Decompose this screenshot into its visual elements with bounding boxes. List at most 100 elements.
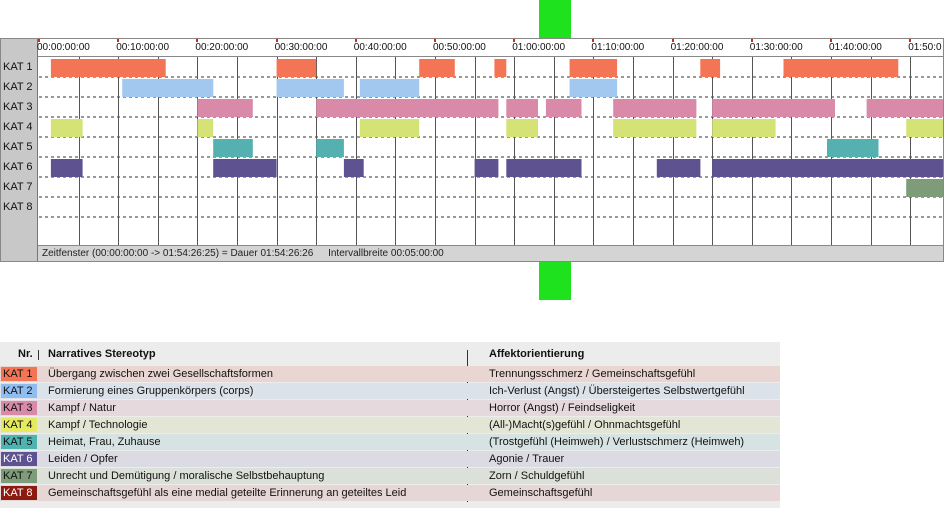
legend-stereotyp: Heimat, Frau, Zuhause [48,436,161,448]
segment-kat-1[interactable] [783,59,899,77]
legend-row: KAT 8 Gemeinschaftsgefühl als eine medial… [0,485,780,501]
ruler-tick-mark [354,39,357,42]
legend-kat-swatch: KAT 2 [1,384,37,398]
ruler-tick-mark [830,39,832,42]
legend-affekt: Horror (Angst) / Feindseligkeit [489,402,636,414]
ruler-tick-label: 01:30:00:00 [749,42,803,53]
legend-nr-divider [38,350,39,360]
segment-kat-2[interactable] [276,79,344,97]
row-label-kat-2: KAT 2 [3,81,33,93]
segment-kat-1[interactable] [494,59,507,77]
segment-kat-1[interactable] [700,59,721,77]
segment-kat-5[interactable] [827,139,879,157]
segment-kat-3[interactable] [866,99,943,117]
legend-header-affekt: Affektorientierung [489,348,585,360]
segment-kat-3[interactable] [545,99,582,117]
segment-kat-3[interactable] [613,99,697,117]
ruler-tick-label: 00:00:00:00 [37,42,90,53]
legend-kat-swatch: KAT 8 [1,486,37,500]
time-ruler[interactable]: 00:00:00:00 00:10:00:00 00:20:00:00 00:30:0… [37,39,943,57]
legend-kat-swatch: KAT 4 [1,418,37,432]
ruler-tick-label: 01:20:00:00 [670,42,724,53]
segment-kat-1[interactable] [276,59,317,77]
segment-kat-4[interactable] [359,119,420,137]
segment-kat-6[interactable] [343,159,364,177]
segment-kat-2[interactable] [122,79,214,97]
ruler-tick-label: 01:50:0 [908,42,942,53]
legend-stereotyp: Übergang zwischen zwei Gesellschaftsform… [48,368,273,380]
segment-kat-6[interactable] [506,159,582,177]
legend-row: KAT 5 Heimat, Frau, Zuhause (Trostgefühl (… [0,434,780,450]
legend-affekt: Agonie / Trauer [489,453,565,465]
legend-affekt: Zorn / Schuldgefühl [489,470,585,482]
legend-row: KAT 3 Kampf / Natur Horror (Angst) / Feind… [0,400,780,416]
segment-kat-6[interactable] [712,159,943,177]
legend-header: Nr. Narratives Stereotyp Affektorientier… [0,342,780,366]
segment-kat-5[interactable] [213,139,253,157]
ruler-tick-mark [909,39,912,42]
legend-kat-swatch: KAT 6 [1,452,37,466]
legend-stereotyp: Gemeinschaftsgefühl als eine medial gete… [48,487,407,499]
ruler-tick-mark [434,39,436,42]
status-window: Zeitfenster (00:00:00:00 -> 01:54:26:25)… [42,248,314,259]
segment-kat-6[interactable] [474,159,499,177]
ruler-tick-label: 01:00:00:00 [512,42,566,53]
legend-kat-swatch: KAT 7 [1,469,37,483]
green-marker-bottom [539,262,571,300]
legend-kat-swatch: KAT 3 [1,401,37,415]
legend-stereotyp: Unrecht und Demütigung / moralische Selb… [48,470,325,482]
segment-kat-1[interactable] [419,59,455,77]
timeline-panel: KAT 1 KAT 2 KAT 3 KAT 4 KAT 5 KAT 6 KAT 7 KAT 8… [0,38,944,262]
legend-table: Nr. Narratives Stereotyp Affektorientier… [0,342,780,508]
legend-stereotyp: Formierung eines Gruppenkörpers (corps) [48,385,254,397]
legend-row: KAT 7 Unrecht und Demütigung / moralische… [0,468,780,484]
segment-kat-4[interactable] [712,119,776,137]
segment-kat-2[interactable] [359,79,420,97]
legend-affekt: (Trostgefühl (Heimweh) / Verlustschmerz … [489,436,745,448]
row-label-column: KAT 1 KAT 2 KAT 3 KAT 4 KAT 5 KAT 6 KAT 7 KAT 8 [1,39,38,261]
legend-affekt: Gemeinschaftsgefühl [489,487,593,499]
ruler-tick-label: 00:40:00:00 [353,42,407,53]
legend-row: KAT 2 Formierung eines Gruppenkörpers (co… [0,383,780,399]
ruler-tick-mark [196,39,199,42]
legend-header-stereotyp: Narratives Stereotyp [48,348,156,360]
ruler-tick-mark [38,39,40,42]
legend-row: KAT 4 Kampf / Technologie (All-)Macht(s)ge… [0,417,780,433]
legend-row: KAT 6 Leiden / Opfer Agonie / Trauer [0,451,780,467]
green-marker-top [539,0,571,38]
status-bar: Zeitfenster (00:00:00:00 -> 01:54:26:25)… [38,245,943,261]
ruler-tick-mark [750,39,753,42]
timeline-chart[interactable] [1,39,943,261]
segment-kat-4[interactable] [906,119,943,137]
segment-kat-3[interactable] [712,99,835,117]
segment-kat-3[interactable] [316,99,499,117]
legend-stereotyp: Kampf / Natur [48,402,116,414]
legend-kat-swatch: KAT 5 [1,435,37,449]
segment-kat-6[interactable] [50,159,83,177]
segment-kat-1[interactable] [50,59,166,77]
segment-kat-7[interactable] [906,179,943,197]
ruler-tick-label: 00:30:00:00 [274,42,328,53]
legend-row: KAT 1 Übergang zwischen zwei Gesellschaft… [0,366,780,382]
segment-kat-1[interactable] [569,59,618,77]
segment-kat-4[interactable] [613,119,697,137]
legend-kat-swatch: KAT 1 [1,367,37,381]
ruler-tick-mark [513,39,516,42]
segment-kat-4[interactable] [50,119,83,137]
row-label-kat-8: KAT 8 [3,201,33,213]
ruler-tick-mark [275,39,278,42]
segment-kat-6[interactable] [656,159,701,177]
segment-kat-3[interactable] [197,99,253,117]
segment-kat-6[interactable] [213,159,277,177]
legend-affekt: Ich-Verlust (Angst) / Übersteigertes Sel… [489,385,745,397]
segment-kat-4[interactable] [197,119,214,137]
status-interval: Intervallbreite 00:05:00:00 [328,248,444,259]
row-label-kat-6: KAT 6 [3,161,33,173]
legend-affekt: (All-)Macht(s)gefühl / Ohnmachtsgefühl [489,419,681,431]
segment-kat-4[interactable] [506,119,538,137]
segment-kat-5[interactable] [316,139,344,157]
ruler-tick-label: 00:20:00:00 [195,42,249,53]
segment-kat-3[interactable] [506,99,538,117]
segment-kat-2[interactable] [569,79,618,97]
ruler-tick-label: 01:40:00:00 [829,42,882,53]
